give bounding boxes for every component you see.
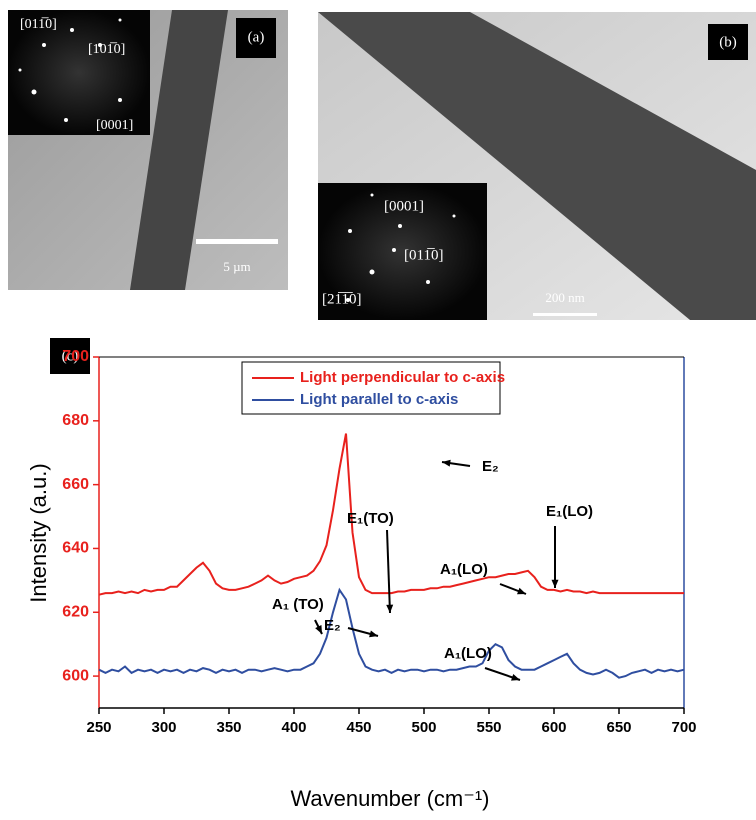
- annotation: E₁(TO): [347, 510, 394, 527]
- panel-b: (b) [0001] [011̅0] [21̅1̅0] 200 nm: [318, 12, 756, 320]
- x-tick-label: 300: [151, 719, 176, 736]
- x-tick-label: 500: [411, 719, 436, 736]
- spot-label: [0001]: [96, 118, 133, 133]
- y-tick-label: 640: [62, 540, 89, 557]
- scale-label: 200 nm: [545, 290, 584, 305]
- legend-label: Light perpendicular to c-axis: [300, 369, 505, 386]
- annotation: A₁ (TO): [272, 596, 324, 613]
- annotation: E₂: [482, 458, 499, 475]
- arrow-head: [551, 580, 558, 588]
- x-tick-label: 250: [86, 719, 111, 736]
- panel-label: (b): [719, 34, 737, 50]
- panel-label: (a): [248, 29, 265, 45]
- annotation: A₁(LO): [440, 561, 488, 578]
- y-tick-label: 600: [62, 667, 89, 684]
- figure: (a) [011̅0] [101̅0] [0001] 5 µm (b) [000…: [0, 0, 756, 820]
- y-axis-label: Intensity (a.u.): [26, 463, 51, 602]
- y-tick-label: 620: [62, 603, 89, 620]
- annotation: A₁(LO): [444, 645, 492, 662]
- arrow-head: [517, 588, 526, 595]
- x-axis-label: Wavenumber (cm⁻¹): [290, 786, 489, 811]
- arrow-head: [386, 605, 393, 613]
- scale-bar: [533, 313, 597, 316]
- series-line: [99, 590, 684, 678]
- spot-label: [21̅1̅0]: [322, 291, 361, 307]
- x-tick-label: 600: [541, 719, 566, 736]
- spot-label: [101̅0]: [88, 42, 125, 57]
- spot-label: [011̅0]: [404, 247, 443, 263]
- annotation-arrow: [387, 530, 390, 613]
- x-tick-label: 650: [606, 719, 631, 736]
- x-tick-label: 350: [216, 719, 241, 736]
- spot-label: [011̅0]: [20, 17, 57, 32]
- x-tick-label: 400: [281, 719, 306, 736]
- annotation: E₂: [324, 617, 341, 634]
- panel-a: (a) [011̅0] [101̅0] [0001] 5 µm: [8, 10, 288, 290]
- scale-label: 5 µm: [223, 259, 250, 274]
- annotation: E₁(LO): [546, 503, 593, 520]
- spot-label: [0001]: [384, 198, 424, 214]
- scale-bar: [196, 239, 278, 244]
- legend-label: Light parallel to c-axis: [300, 391, 458, 408]
- x-tick-label: 550: [476, 719, 501, 736]
- y-tick-label: 680: [62, 412, 89, 429]
- arrow-head: [511, 674, 520, 681]
- x-tick-label: 700: [671, 719, 696, 736]
- y-tick-label: 700: [62, 348, 89, 365]
- x-tick-label: 450: [346, 719, 371, 736]
- y-tick-label: 660: [62, 476, 89, 493]
